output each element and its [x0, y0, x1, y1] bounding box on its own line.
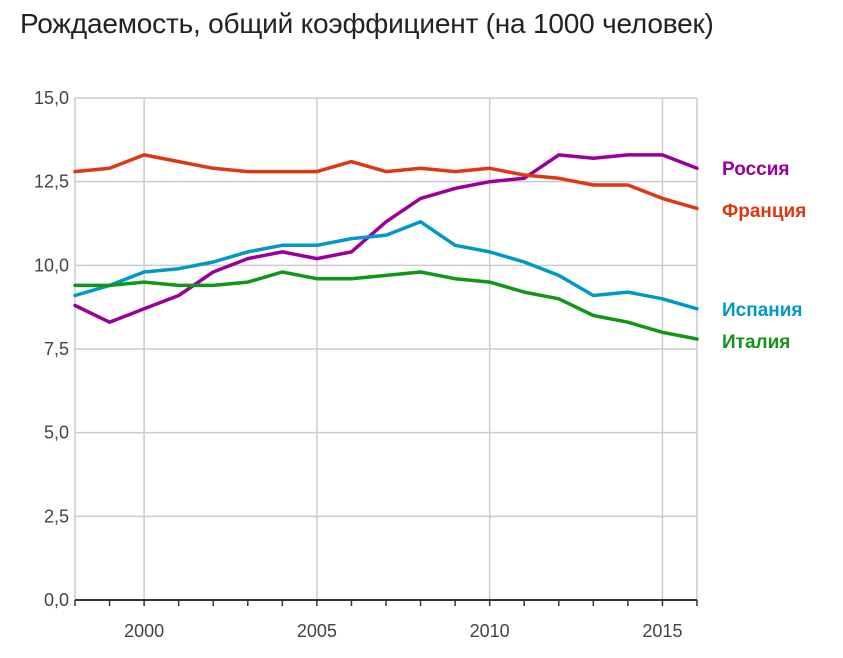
axes: 0,0 2,5 5,0 7,5 10,0 12,5 15,0 2000 2005 2010 2015	[34, 88, 698, 641]
chart-title: Рождаемость, общий коэффициент (на 1000 …	[20, 8, 714, 39]
series-label: Россия	[722, 159, 789, 180]
y-tick-label: 7,5	[44, 339, 69, 359]
y-tick-label: 2,5	[44, 506, 69, 526]
series-line	[73, 153, 699, 324]
x-tick-label: 2010	[470, 621, 510, 641]
y-tick-label: 0,0	[44, 590, 69, 610]
y-tick-label: 12,5	[34, 172, 69, 192]
y-tick-label: 15,0	[34, 88, 69, 108]
series-label: Испания	[722, 300, 803, 321]
y-tick-label: 5,0	[44, 423, 69, 443]
series-labels: Россия Франция Испания Италия	[722, 159, 806, 353]
x-tick-label: 2000	[124, 621, 164, 641]
series-lines	[73, 153, 699, 341]
series-line	[73, 220, 699, 311]
series-label: Италия	[722, 332, 790, 353]
grid-lines	[75, 97, 697, 601]
x-tick-label: 2005	[297, 621, 337, 641]
x-tick-label: 2015	[642, 621, 682, 641]
series-line	[73, 270, 699, 341]
series-line	[73, 153, 699, 211]
series-label: Франция	[722, 201, 806, 222]
y-tick-label: 10,0	[34, 255, 69, 275]
